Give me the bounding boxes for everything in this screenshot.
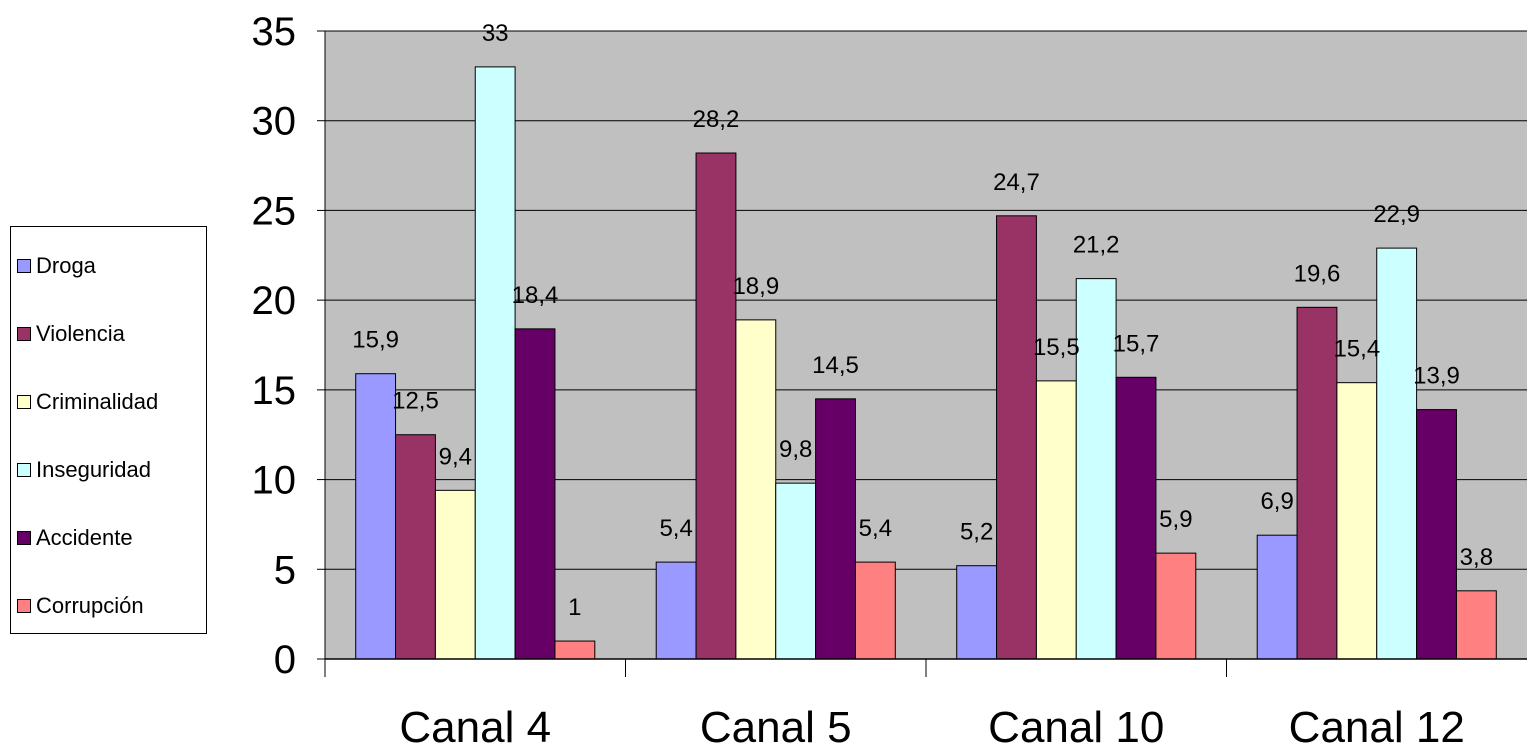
legend-label: Accidente xyxy=(36,525,133,550)
data-label: 6,9 xyxy=(1260,488,1293,515)
data-label: 14,5 xyxy=(812,352,859,379)
legend-item: Accidente xyxy=(17,523,133,553)
legend-swatch xyxy=(17,395,31,409)
data-label: 5,4 xyxy=(659,515,692,542)
data-label: 21,2 xyxy=(1073,232,1120,259)
bar xyxy=(695,152,737,660)
x-category-labels: Canal 4 Canal 5 Canal 10 Canal 12 xyxy=(399,703,1464,752)
bar xyxy=(655,561,697,660)
data-label: 22,9 xyxy=(1373,201,1420,228)
data-label: 9,4 xyxy=(439,443,472,470)
legend-swatch xyxy=(17,259,31,273)
bar xyxy=(775,482,817,660)
data-label: 3,8 xyxy=(1460,544,1493,571)
bar xyxy=(395,434,436,660)
data-label: 15,5 xyxy=(1033,334,1080,361)
bars xyxy=(355,66,1497,660)
y-tick-labels: 0 5 10 15 20 25 30 35 xyxy=(252,10,297,682)
legend-item: Criminalidad xyxy=(17,387,158,417)
bar xyxy=(1296,306,1338,660)
data-label: 13,9 xyxy=(1413,363,1460,390)
y-tick-label: 25 xyxy=(252,189,297,233)
bar xyxy=(1155,552,1197,660)
data-label: 19,6 xyxy=(1294,260,1341,287)
bar xyxy=(554,640,596,660)
bar xyxy=(996,215,1037,660)
legend-item: Violencia xyxy=(17,319,125,349)
legend-item: Corrupción xyxy=(17,591,144,621)
x-category-label: Canal 12 xyxy=(1289,703,1465,752)
data-label: 1 xyxy=(568,594,581,621)
legend-swatch xyxy=(17,327,31,341)
data-label: 15,4 xyxy=(1333,336,1380,363)
bar xyxy=(355,373,397,660)
y-tick-label: 0 xyxy=(274,638,296,682)
legend-label: Violencia xyxy=(36,321,125,346)
x-category-label: Canal 10 xyxy=(988,703,1164,752)
y-tick-label: 10 xyxy=(252,459,297,503)
data-label: 18,4 xyxy=(512,282,559,309)
bar xyxy=(735,319,777,660)
data-label: 5,9 xyxy=(1159,506,1192,533)
bar xyxy=(1075,278,1117,660)
bar xyxy=(1035,380,1077,660)
bar xyxy=(854,561,896,660)
bar xyxy=(1455,590,1497,660)
bar xyxy=(514,328,556,660)
data-label: 24,7 xyxy=(993,169,1040,196)
data-label: 5,4 xyxy=(859,515,892,542)
y-tick-label: 5 xyxy=(274,548,296,592)
axes xyxy=(317,30,1527,677)
legend: Droga Violencia Criminalidad Inseguridad Acc… xyxy=(10,226,207,634)
legend-label: Droga xyxy=(36,253,96,278)
legend-swatch xyxy=(17,599,31,613)
data-label: 28,2 xyxy=(693,106,740,133)
legend-label: Criminalidad xyxy=(36,389,159,414)
legend-item: Inseguridad xyxy=(17,455,151,485)
data-label: 18,9 xyxy=(732,273,779,300)
bar xyxy=(1416,409,1457,660)
bar xyxy=(815,398,856,660)
y-tick-label: 20 xyxy=(252,279,297,323)
data-label: 5,2 xyxy=(960,519,993,546)
legend-swatch xyxy=(17,531,31,545)
legend-item: Droga xyxy=(17,251,96,281)
bar xyxy=(434,489,476,660)
data-label: 33 xyxy=(482,20,509,47)
legend-swatch xyxy=(17,463,31,477)
bar xyxy=(1336,382,1378,660)
legend-label: Inseguridad xyxy=(36,457,151,482)
bar xyxy=(1115,376,1157,660)
data-label: 9,8 xyxy=(779,436,812,463)
bar xyxy=(474,66,516,660)
bar xyxy=(1376,247,1418,660)
legend-label: Corrupción xyxy=(36,593,144,618)
data-label: 15,9 xyxy=(352,327,399,354)
bar xyxy=(956,565,998,660)
data-label: 12,5 xyxy=(392,388,439,415)
data-label: 15,7 xyxy=(1113,330,1160,357)
y-tick-label: 30 xyxy=(252,100,297,144)
y-tick-label: 15 xyxy=(252,369,297,413)
x-category-label: Canal 4 xyxy=(399,703,551,752)
y-tick-label: 35 xyxy=(252,10,297,54)
x-category-label: Canal 5 xyxy=(700,703,852,752)
bar xyxy=(1256,534,1298,660)
